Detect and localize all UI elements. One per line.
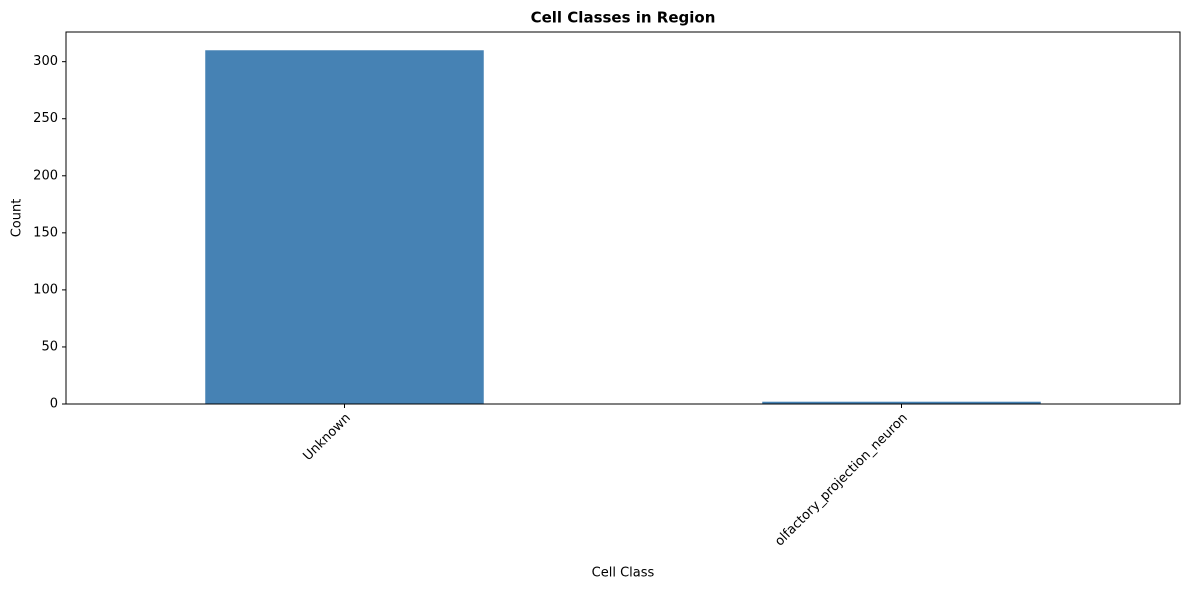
y-tick-label: 300 (33, 54, 58, 69)
y-axis-label: Count (10, 199, 25, 238)
y-tick-label: 200 (33, 168, 58, 183)
chart-title: Cell Classes in Region (531, 9, 716, 27)
y-tick-label: 150 (33, 225, 58, 240)
y-tick-label: 0 (50, 397, 58, 412)
x-tick-label: olfactory_projection_neuron (772, 411, 911, 550)
x-tick-label: Unknown (301, 411, 354, 464)
y-tick-label: 100 (33, 282, 58, 297)
bar (762, 401, 1041, 404)
plot-frame (65, 31, 1181, 405)
x-axis-label: Cell Class (592, 566, 655, 581)
y-tick-label: 250 (33, 111, 58, 126)
bar (205, 50, 484, 405)
y-tick-label: 50 (41, 339, 58, 354)
